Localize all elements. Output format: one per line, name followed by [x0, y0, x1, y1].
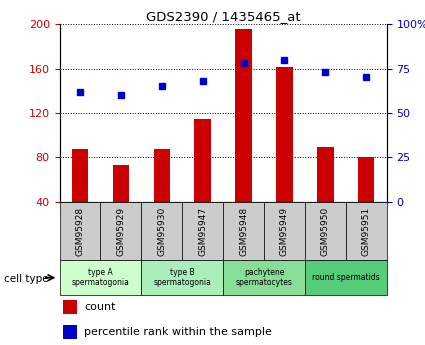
- Bar: [153, 149, 170, 202]
- Bar: [223, 202, 264, 260]
- Bar: [346, 202, 387, 260]
- Bar: [235, 29, 252, 202]
- Bar: [276, 68, 293, 202]
- Text: round spermatids: round spermatids: [312, 273, 380, 282]
- Title: GDS2390 / 1435465_at: GDS2390 / 1435465_at: [146, 10, 300, 23]
- Bar: [195, 119, 211, 202]
- Bar: [141, 202, 182, 260]
- Text: GSM95947: GSM95947: [198, 207, 207, 256]
- Bar: [264, 202, 305, 260]
- Text: GSM95951: GSM95951: [362, 207, 371, 256]
- Text: pachytene
spermatocytes: pachytene spermatocytes: [235, 268, 292, 287]
- Text: GSM95929: GSM95929: [116, 207, 125, 256]
- Bar: [305, 202, 346, 260]
- Bar: [317, 147, 334, 202]
- Text: GSM95928: GSM95928: [76, 207, 85, 256]
- Text: GSM95930: GSM95930: [157, 207, 166, 256]
- Text: type B
spermatogonia: type B spermatogonia: [153, 268, 211, 287]
- Text: percentile rank within the sample: percentile rank within the sample: [84, 327, 272, 337]
- Bar: [63, 325, 77, 339]
- Text: type A
spermatogonia: type A spermatogonia: [71, 268, 129, 287]
- Bar: [72, 149, 88, 202]
- Bar: [113, 165, 129, 202]
- Bar: [100, 202, 141, 260]
- Bar: [60, 202, 100, 260]
- Bar: [358, 157, 374, 202]
- Bar: [182, 202, 223, 260]
- Text: count: count: [84, 302, 116, 312]
- Text: GSM95950: GSM95950: [321, 207, 330, 256]
- Text: GSM95948: GSM95948: [239, 207, 248, 256]
- Bar: [60, 260, 141, 295]
- Bar: [305, 260, 387, 295]
- Bar: [63, 300, 77, 314]
- Text: cell type: cell type: [4, 274, 49, 284]
- Text: GSM95949: GSM95949: [280, 207, 289, 256]
- Bar: [141, 260, 223, 295]
- Bar: [223, 260, 305, 295]
